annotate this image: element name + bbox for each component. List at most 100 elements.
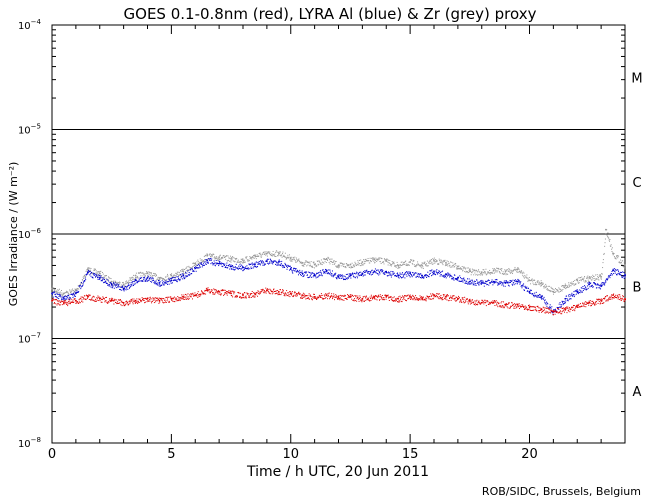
- trace-dot: [611, 274, 613, 276]
- trace-dot: [313, 262, 315, 264]
- trace-dot: [52, 285, 53, 287]
- trace-dot: [401, 277, 403, 279]
- trace-dot: [353, 264, 355, 266]
- trace-dot: [73, 294, 75, 296]
- trace-dot: [576, 289, 578, 291]
- trace-dot: [422, 277, 424, 279]
- trace-dot: [286, 265, 288, 267]
- trace-dot: [237, 260, 239, 262]
- trace-dot: [192, 262, 194, 264]
- trace-dot: [521, 306, 523, 308]
- trace-dot: [350, 267, 352, 269]
- trace-dot: [498, 271, 500, 273]
- trace-dot: [468, 301, 470, 303]
- trace-dot: [480, 280, 482, 282]
- trace-dot: [621, 277, 623, 279]
- trace-dot: [181, 295, 183, 297]
- trace-dot: [621, 297, 623, 299]
- trace-dot: [562, 288, 564, 290]
- trace-dot: [568, 308, 570, 310]
- trace-dot: [68, 293, 70, 295]
- trace-dot: [325, 297, 327, 299]
- trace-dot: [496, 304, 498, 306]
- trace-dot: [244, 292, 246, 294]
- trace-dot: [495, 282, 497, 284]
- trace-dot: [515, 281, 517, 283]
- trace-dot: [622, 260, 624, 262]
- trace-dot: [69, 289, 71, 291]
- trace-dot: [582, 278, 584, 280]
- trace-dot: [485, 305, 487, 307]
- trace-dot: [253, 266, 255, 268]
- trace-dot: [59, 304, 61, 306]
- trace-dot: [279, 294, 281, 296]
- trace-dot: [67, 295, 69, 297]
- trace-dot: [441, 275, 443, 277]
- trace-dot: [131, 298, 133, 300]
- trace-dot: [412, 263, 414, 265]
- trace-dot: [301, 270, 303, 272]
- trace-dot: [334, 262, 336, 264]
- trace-dot: [559, 288, 561, 290]
- trace-dot: [143, 299, 145, 301]
- trace-dot: [219, 255, 221, 257]
- trace-dot: [611, 294, 613, 296]
- trace-dot: [91, 297, 93, 299]
- trace-dot: [208, 289, 210, 291]
- trace-dot: [121, 285, 123, 287]
- trace-dot: [101, 279, 103, 281]
- y-tick-exponent: −5: [31, 123, 41, 131]
- trace-dot: [624, 267, 626, 269]
- trace-dot: [295, 261, 297, 263]
- trace-dot: [529, 309, 531, 311]
- trace-dot: [212, 292, 214, 294]
- trace-dot: [396, 298, 398, 300]
- trace-dot: [369, 273, 371, 275]
- trace-dot: [545, 286, 547, 288]
- trace-dot: [405, 260, 407, 262]
- trace-dot: [587, 275, 589, 277]
- trace-dot: [239, 295, 241, 297]
- trace-dot: [561, 285, 563, 287]
- trace-dot: [196, 267, 198, 269]
- trace-dot: [231, 258, 233, 260]
- trace-dot: [248, 264, 250, 266]
- trace-dot: [98, 274, 100, 276]
- trace-dot: [271, 293, 273, 295]
- trace-dot: [395, 300, 397, 302]
- trace-dot: [322, 271, 324, 273]
- trace-dot: [281, 256, 283, 258]
- trace-dot: [615, 273, 617, 275]
- trace-dot: [422, 297, 424, 299]
- trace-dot: [480, 302, 482, 304]
- trace-dot: [458, 267, 460, 269]
- trace-dot: [219, 261, 221, 263]
- trace-dot: [183, 276, 185, 278]
- trace-dot: [608, 297, 610, 299]
- trace-dot: [480, 273, 482, 275]
- trace-dot: [428, 276, 430, 278]
- trace-dot: [189, 274, 191, 276]
- trace-dot: [248, 263, 250, 265]
- trace-dot: [286, 256, 288, 258]
- trace-dot: [88, 299, 90, 301]
- trace-dot: [379, 258, 381, 260]
- trace-dot: [523, 283, 525, 285]
- trace-dot: [624, 264, 626, 266]
- trace-dot: [142, 299, 144, 301]
- trace-dot: [387, 294, 389, 296]
- trace-dot: [419, 298, 421, 300]
- trace-dot: [451, 276, 453, 278]
- trace-dot: [362, 299, 364, 301]
- trace-dot: [324, 295, 326, 297]
- data-point: [170, 279, 173, 282]
- trace-dot: [325, 261, 327, 263]
- trace-dot: [371, 257, 373, 259]
- trace-dot: [170, 277, 172, 279]
- trace-dot: [216, 256, 218, 258]
- trace-dot: [483, 271, 485, 273]
- trace-dot: [496, 267, 498, 269]
- trace-dot: [263, 262, 265, 264]
- trace-dot: [58, 300, 60, 302]
- trace-dot: [155, 280, 157, 282]
